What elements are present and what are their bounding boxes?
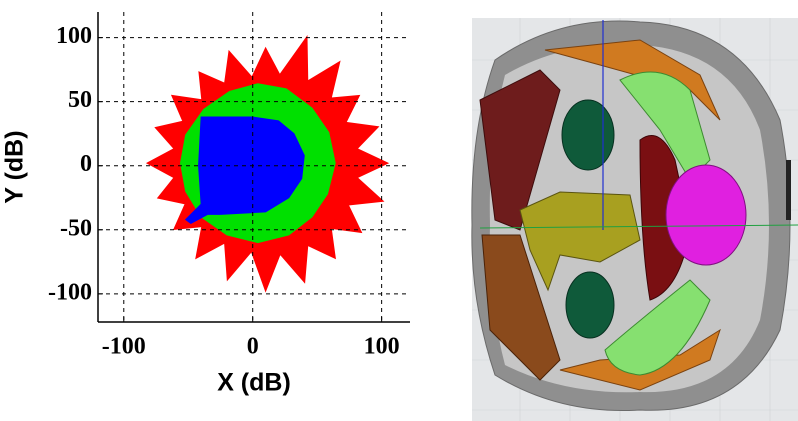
left-upper-muscle (479, 69, 561, 231)
side-bar (786, 160, 791, 220)
x-tick-label: -100 (102, 334, 146, 360)
organ-dark-red (639, 135, 691, 301)
vertebra (519, 191, 641, 292)
upper-band (544, 39, 721, 121)
x-axis-label: X (dB) (217, 369, 291, 397)
intestine-lower (604, 279, 711, 376)
y-axis-label: Y (dB) (1, 130, 29, 203)
y-tick-label: 100 (56, 23, 92, 49)
y-tick-label: 50 (68, 87, 92, 113)
kidney-lower (565, 271, 615, 339)
chart: -100 0 100 -100 -50 0 50 100 X (dB) Y (dB) (1, 12, 410, 397)
x-tick-label: 100 (364, 334, 400, 360)
y-tick-label: 0 (80, 151, 92, 177)
y-axis-model (479, 224, 798, 229)
x-tick-label: 0 (247, 334, 259, 360)
kidney-upper (561, 99, 615, 171)
left-lower-muscle (481, 234, 561, 381)
y-tick-label: -50 (60, 215, 92, 241)
region (184, 116, 305, 224)
organ-magenta (665, 164, 747, 266)
anatomy-model (471, 18, 798, 421)
y-tick-label: -100 (48, 279, 92, 305)
